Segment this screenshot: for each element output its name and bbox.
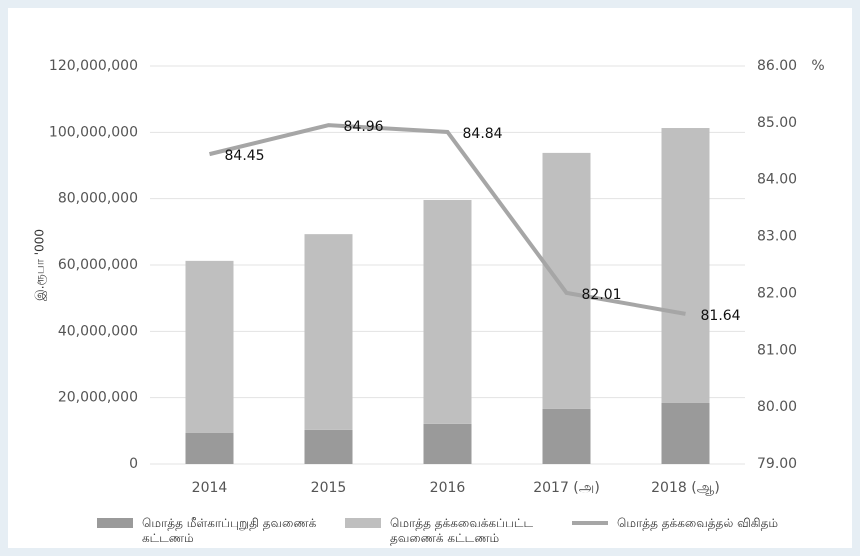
x-tick-label: 2016 <box>430 480 466 496</box>
y-tick-label: 60,000,000 <box>58 257 138 273</box>
legend-label: மொத்த தக்கவைக்கப்பட்ட தவணைக் கட்டணம் <box>390 516 534 545</box>
y-tick-label: 100,000,000 <box>49 124 138 140</box>
data-label: 84.96 <box>344 119 384 135</box>
y2-axis-label: % <box>811 58 824 74</box>
y2-tick-label: 81.00 <box>757 342 797 358</box>
bar <box>661 402 710 464</box>
bar <box>185 432 234 464</box>
y-tick-label: 20,000,000 <box>58 390 138 406</box>
legend-label: மொத்த மீள்காப்புறுதி தவணைக் கட்டணம் <box>142 516 317 545</box>
bar <box>423 423 472 464</box>
y-tick-label: 80,000,000 <box>58 191 138 207</box>
y-tick-label: 40,000,000 <box>58 323 138 339</box>
bar <box>661 128 710 403</box>
line <box>209 123 686 316</box>
data-label: 84.45 <box>225 148 265 164</box>
data-label: 82.01 <box>582 287 622 303</box>
y2-tick-label: 79.00 <box>757 456 797 472</box>
legend-label: மொத்த தக்கவைத்தல் விகிதம் <box>617 516 779 530</box>
bar <box>542 408 591 464</box>
legend-swatch <box>572 521 608 525</box>
y2-tick-label: 82.00 <box>757 285 797 301</box>
y-tick-label: 120,000,000 <box>49 58 138 74</box>
bar <box>185 260 234 433</box>
x-tick-label: 2014 <box>192 480 228 496</box>
y2-tick-label: 83.00 <box>757 229 797 245</box>
y2-tick-label: 80.00 <box>757 399 797 415</box>
y2-tick-label: 84.00 <box>757 172 797 188</box>
x-tick-label: 2017 (அ) <box>533 480 600 496</box>
data-label: 84.84 <box>463 126 503 142</box>
bar <box>423 199 472 424</box>
data-label: 81.64 <box>701 308 741 324</box>
y2-tick-label: 86.00 <box>757 58 797 74</box>
bar <box>304 234 353 430</box>
y2-tick-label: 85.00 <box>757 115 797 131</box>
y-axis-label: இ.ரூபா '000 <box>33 229 48 301</box>
x-tick-label: 2015 <box>311 480 347 496</box>
y-tick-label: 0 <box>129 456 138 472</box>
legend-swatch <box>345 518 381 528</box>
legend-swatch <box>97 518 133 528</box>
bar <box>304 429 353 464</box>
x-tick-label: 2018 (ஆ) <box>651 480 720 496</box>
bar <box>542 152 591 409</box>
